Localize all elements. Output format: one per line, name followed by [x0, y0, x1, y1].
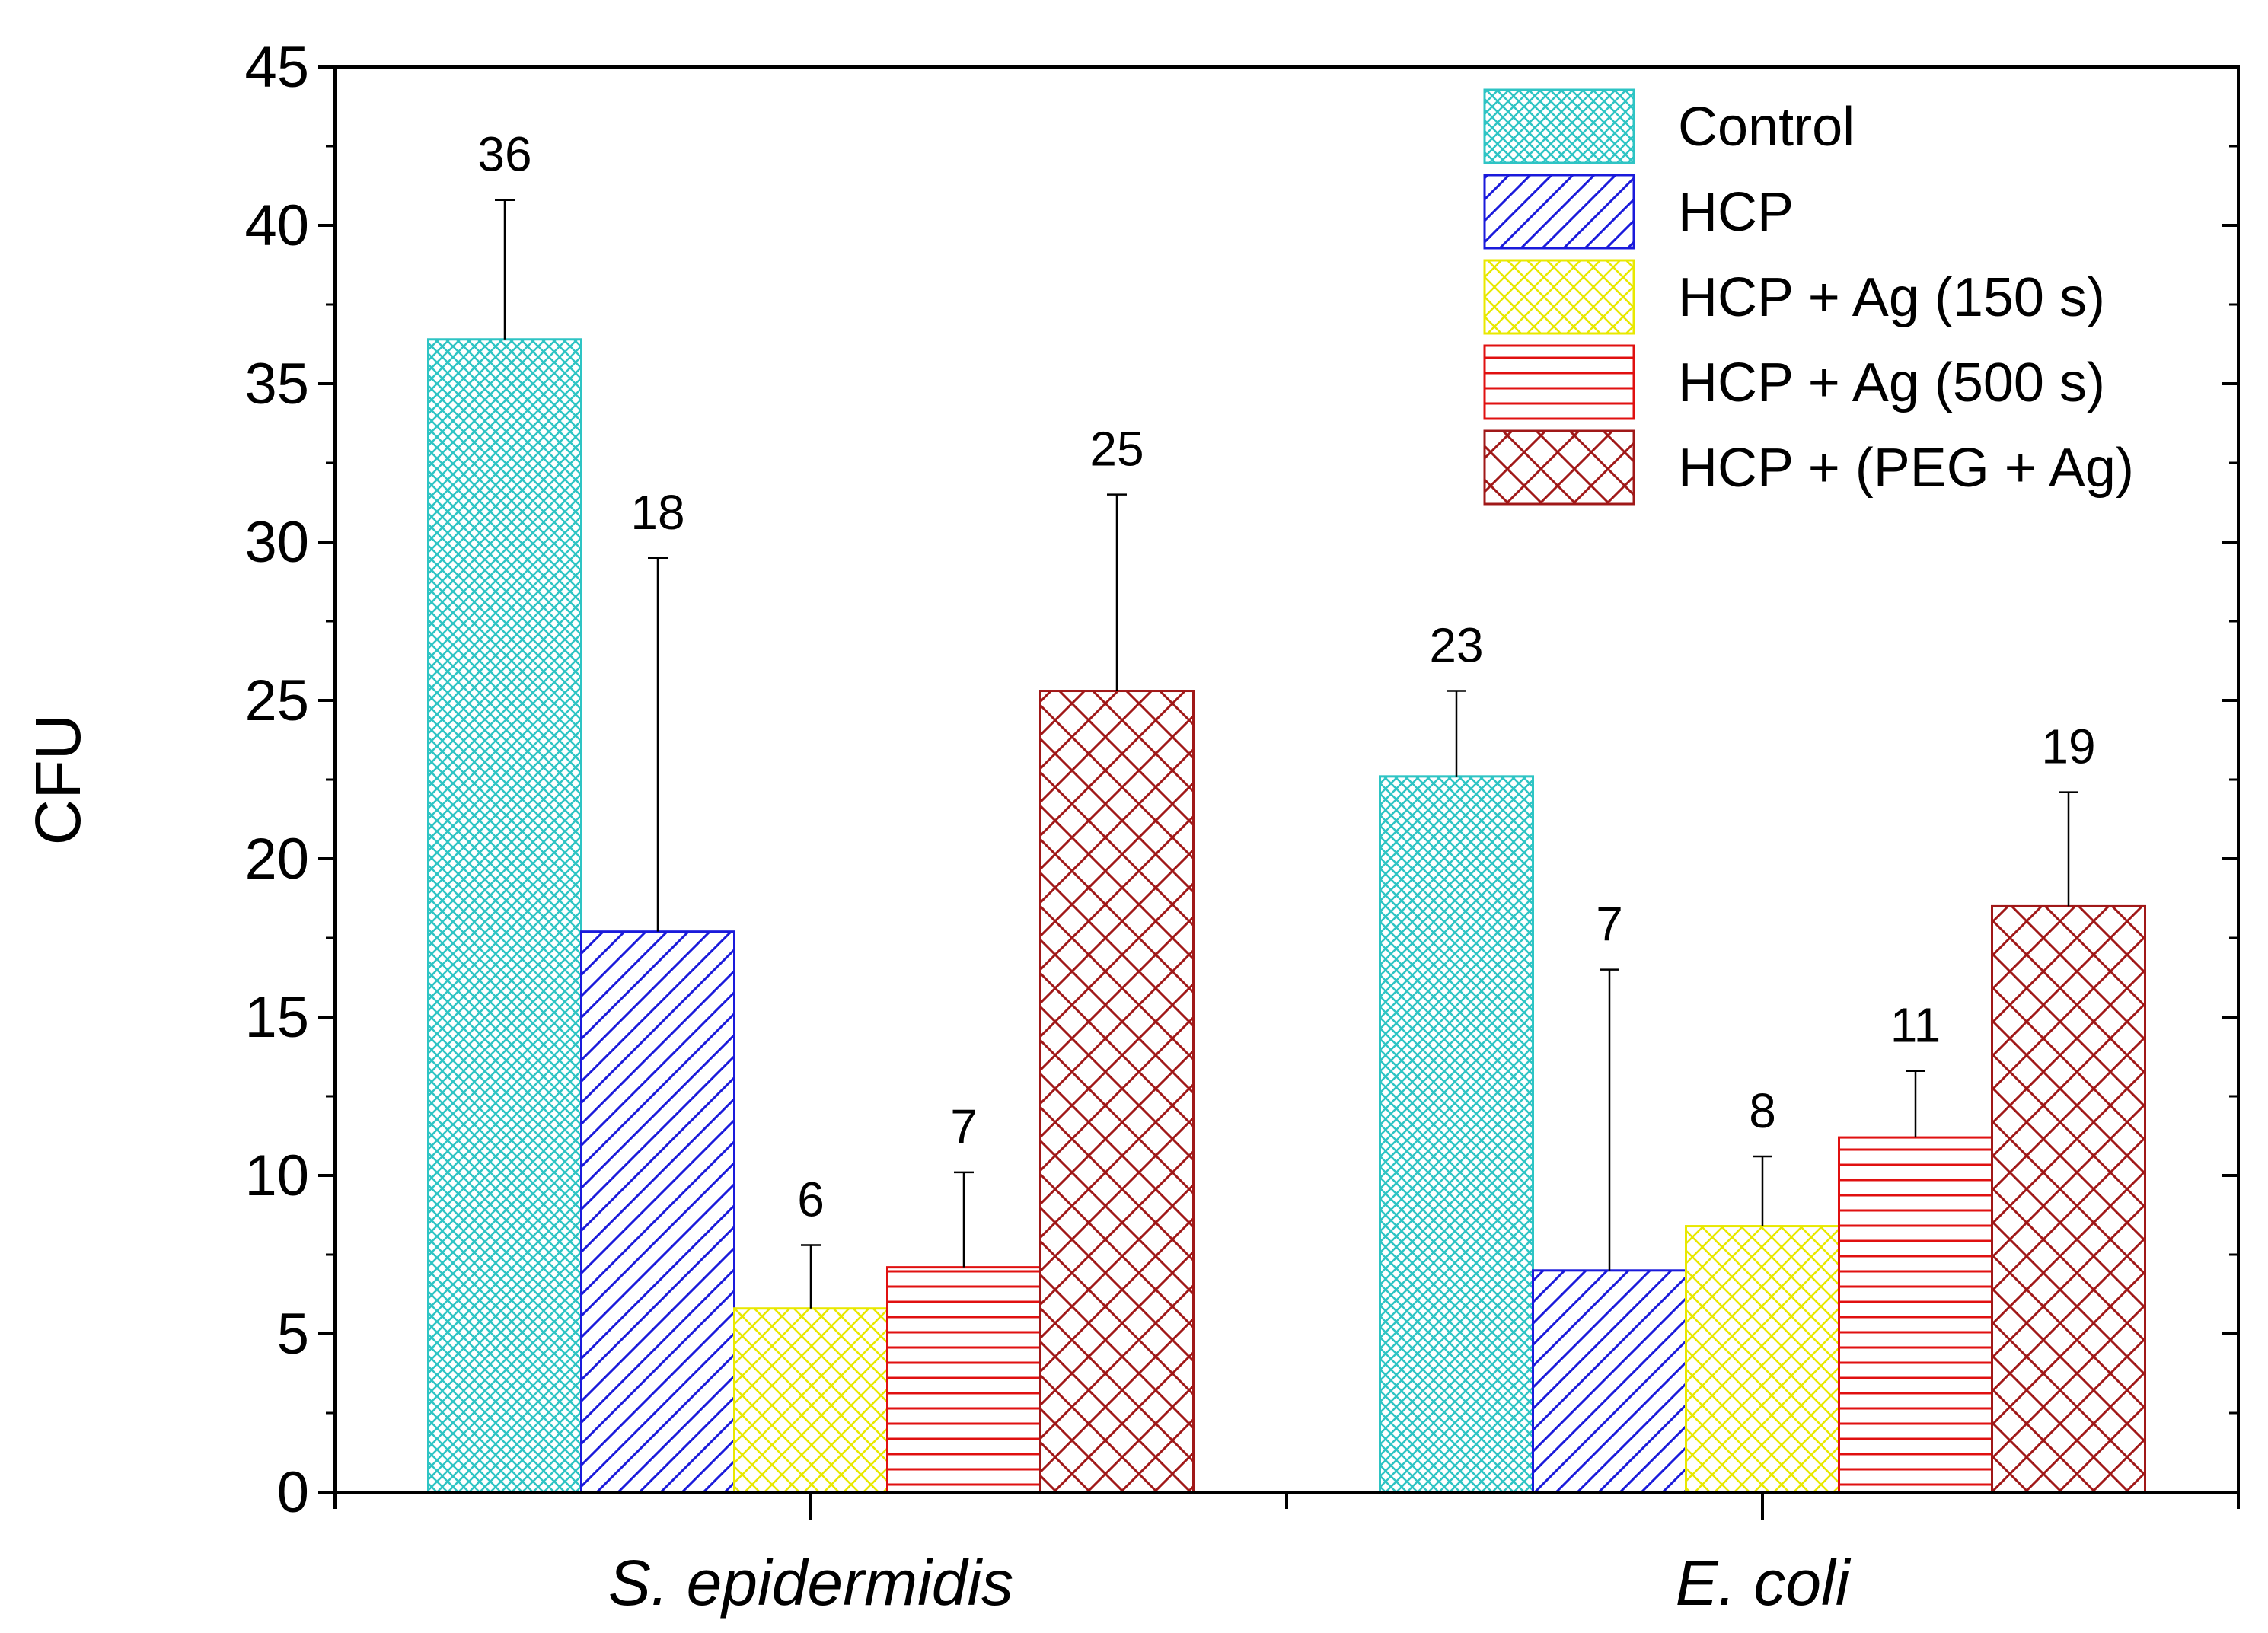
y-tick-label: 35 [244, 352, 309, 416]
bar [1039, 690, 1195, 1494]
y-tick-label: 5 [277, 1302, 309, 1367]
plot-area-frame [333, 65, 2240, 1494]
y-tick-label: 0 [277, 1460, 309, 1525]
data-label: 11 [1890, 998, 1941, 1053]
category-label: S. epidermidis [608, 1547, 1013, 1619]
legend-label: HCP [1678, 182, 1794, 243]
y-tick-label: 15 [244, 985, 309, 1050]
category-labels: S. epidermidis E. coli [608, 1547, 1852, 1619]
legend-swatch [1483, 259, 1635, 335]
bar [580, 930, 735, 1494]
legend-label: HCP + Ag (500 s) [1678, 352, 2105, 413]
bar [886, 1266, 1041, 1494]
bar [427, 338, 582, 1494]
legend-swatch [1483, 429, 1635, 506]
bar [1685, 1225, 1840, 1494]
legend-swatch [1483, 344, 1635, 420]
bars [427, 338, 2146, 1494]
data-label: 8 [1749, 1083, 1776, 1138]
data-label: 7 [950, 1099, 978, 1154]
y-tick-label: 40 [244, 193, 309, 258]
bar [1532, 1269, 1687, 1494]
category-label: E. coli [1676, 1547, 1852, 1619]
legend-label: HCP + (PEG + Ag) [1678, 438, 2134, 499]
data-label: 18 [630, 485, 684, 540]
y-axis-ticks: 0 5 10 15 20 25 30 35 40 45 [244, 35, 2238, 1525]
data-label: 7 [1596, 897, 1623, 952]
data-label: 6 [797, 1172, 825, 1227]
legend-label: HCP + Ag (150 s) [1678, 267, 2105, 328]
data-label: 36 [477, 127, 531, 182]
error-bars [495, 199, 2078, 1309]
y-tick-label: 30 [244, 510, 309, 575]
y-tick-label: 25 [244, 668, 309, 733]
legend-swatch [1483, 174, 1635, 250]
bar [1379, 775, 1534, 1494]
data-label: 25 [1089, 422, 1144, 477]
bar [1991, 904, 2146, 1494]
data-labels: 36 18 6 7 25 23 7 8 11 19 [477, 127, 2095, 1227]
legend: Control HCP HCP + Ag (150 s) HCP + Ag (500 … [1483, 88, 2134, 506]
bar [1838, 1136, 1993, 1494]
y-tick-label: 20 [244, 827, 309, 891]
legend-swatch [1483, 88, 1635, 164]
bar [733, 1307, 888, 1494]
legend-label: Control [1678, 97, 1855, 158]
data-label: 23 [1429, 618, 1483, 673]
x-axis-ticks [333, 1492, 2240, 1520]
y-axis-title: CFU [22, 714, 94, 846]
y-tick-label: 45 [244, 35, 309, 100]
y-tick-label: 10 [244, 1143, 309, 1208]
data-label: 19 [2041, 719, 2095, 774]
